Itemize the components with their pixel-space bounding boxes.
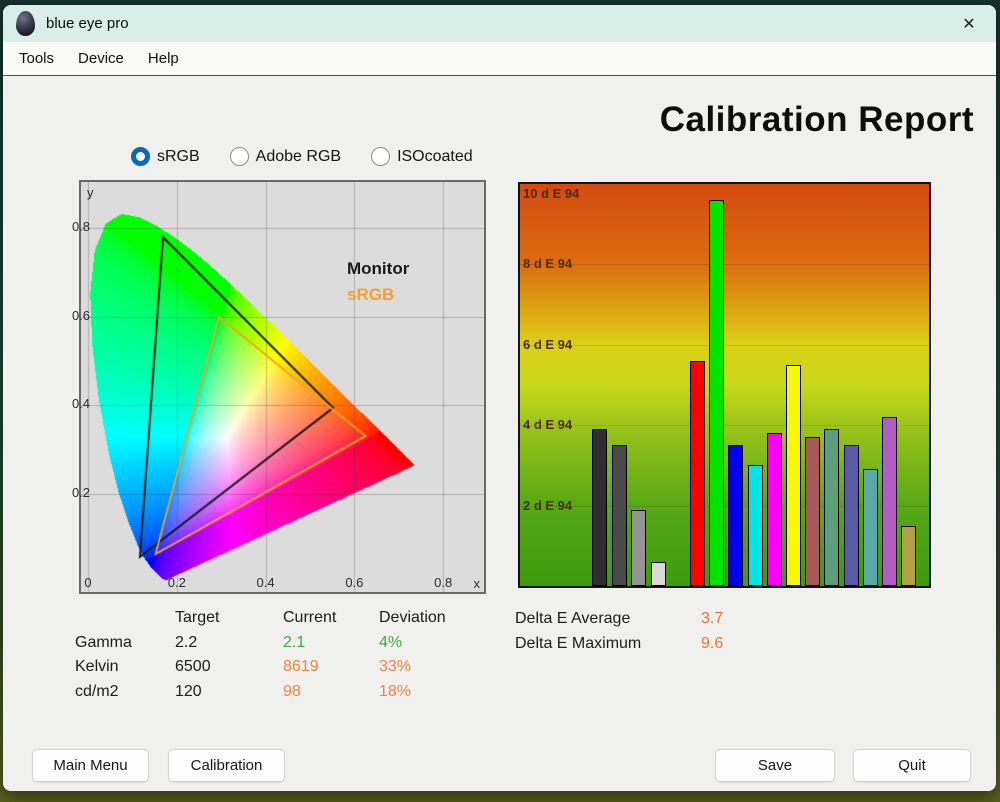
deviation-value: 33% [379, 658, 412, 675]
main-menu-button[interactable]: Main Menu [32, 749, 149, 782]
radio-dot[interactable] [229, 147, 249, 166]
bar-tick-label: 2 d E 94 [523, 497, 573, 513]
current-value: 8619 [283, 658, 319, 675]
bar-tick-label: 8 d E 94 [523, 256, 573, 272]
results-table: Target Current Deviation Gamma 2.2 2.1 4% Kelvi… [75, 606, 489, 704]
radio-dot[interactable] [371, 147, 391, 166]
table-header: Deviation [379, 609, 446, 626]
delta-e-bar-plot: 2 d E 94 4 d E 94 6 d E 94 8 d E 94 10 d E 9… [520, 184, 929, 586]
deviation-value: 4% [379, 633, 403, 651]
menu-item-tools[interactable]: Tools [19, 50, 55, 67]
delta-e-label: Delta E Average [515, 610, 631, 627]
menu-item-device[interactable]: Device [78, 50, 124, 67]
delta-e-summary: Delta E Average 3.7 Delta E Maximum 9.6 [515, 606, 765, 656]
delta-e-label: Delta E Maximum [515, 635, 642, 652]
target-value: 2.2 [175, 633, 198, 651]
bar-tick-label: 4 d E 94 [523, 417, 573, 433]
delta-e-bar [805, 437, 821, 586]
delta-e-value: 3.7 [701, 610, 724, 627]
delta-e-bar [631, 509, 646, 586]
cie-chromaticity-canvas [81, 182, 484, 592]
delta-e-bar [709, 200, 725, 586]
cie-x-tick: 0.8 [434, 575, 453, 590]
menu-item-help[interactable]: Help [147, 50, 179, 67]
legend-monitor: Monitor [347, 259, 410, 278]
app-logo-icon [16, 11, 35, 36]
table-header [75, 606, 175, 631]
app-window: blue eye pro ✕ Tools Device Help Calibrati… [3, 5, 996, 791]
cie-x-tick: 0.4 [256, 575, 275, 590]
delta-e-bar [592, 429, 607, 586]
current-value: 98 [283, 682, 301, 700]
radio-label: sRGB [157, 147, 200, 165]
delta-e-bar [747, 465, 763, 586]
save-button[interactable]: Save [715, 749, 835, 782]
delta-e-bar [766, 433, 782, 586]
bar-gridline [520, 344, 929, 346]
legend-srgb: sRGB [347, 285, 395, 304]
delta-e-bar [690, 360, 705, 586]
row-label: Kelvin [75, 658, 119, 675]
window-title: blue eye pro [46, 15, 129, 32]
delta-e-chart-panel: 2 d E 94 4 d E 94 6 d E 94 8 d E 94 10 d E 9… [518, 182, 931, 588]
close-icon[interactable]: ✕ [962, 15, 976, 33]
bar-tick-label: 10 d E 94 [523, 186, 580, 201]
radio-label: ISOcoated [397, 147, 473, 165]
radio-isocoated[interactable]: ISOcoated [371, 147, 473, 166]
bar-tick-label: 6 d E 94 [523, 336, 573, 352]
content-area: Calibration Report sRGB Adobe RGB ISOcoate… [3, 75, 996, 791]
delta-e-bar [882, 417, 897, 586]
bar-gridline [520, 505, 929, 507]
calibration-button[interactable]: Calibration [168, 749, 285, 782]
delta-e-bar [728, 445, 744, 586]
delta-e-bar [824, 429, 840, 586]
delta-e-value: 9.6 [701, 635, 724, 652]
row-label: Gamma [75, 633, 132, 651]
target-value: 6500 [175, 658, 211, 675]
title-bar: blue eye pro ✕ [3, 5, 996, 42]
cie-x-tick: 0.2 [167, 575, 186, 590]
cie-x-tick: 0.6 [345, 575, 364, 590]
target-value: 120 [175, 682, 202, 700]
delta-e-bar [786, 364, 801, 586]
cie-x-axis-label: x [473, 576, 481, 591]
bar-gridline [520, 264, 929, 266]
radio-adobe-rgb[interactable]: Adobe RGB [229, 147, 342, 166]
cie-y-tick: 0.8 [71, 219, 91, 235]
cie-y-tick: 0.4 [71, 396, 91, 412]
row-label: cd/m2 [75, 682, 119, 700]
cie-y-axis-label: y [87, 185, 94, 200]
bar-gridline [520, 425, 929, 427]
quit-button[interactable]: Quit [853, 749, 971, 782]
radio-srgb[interactable]: sRGB [131, 147, 200, 166]
delta-e-bar [901, 525, 917, 586]
delta-e-bar [650, 561, 666, 586]
cie-y-tick: 0.6 [71, 307, 91, 323]
delta-e-bar [611, 445, 627, 586]
page-title: Calibration Report [659, 100, 974, 139]
menu-bar: Tools Device Help [3, 42, 996, 75]
delta-e-bar [862, 469, 878, 586]
cie-x-tick: 0 [84, 575, 92, 590]
profile-radios: sRGB Adobe RGB ISOcoated [131, 147, 473, 166]
cie-y-tick: 0.2 [71, 484, 91, 500]
delta-e-bar [843, 445, 859, 586]
cie-diagram-panel: y x Monitor sRGB 0 0.2 0.4 0.6 0.8 0.2 0.4 0.6 0… [72, 180, 486, 594]
radio-label: Adobe RGB [255, 147, 342, 165]
deviation-value: 18% [379, 682, 412, 700]
table-header: Current [283, 609, 337, 626]
table-header: Target [175, 609, 220, 626]
radio-dot[interactable] [131, 147, 150, 166]
current-value: 2.1 [283, 633, 306, 651]
